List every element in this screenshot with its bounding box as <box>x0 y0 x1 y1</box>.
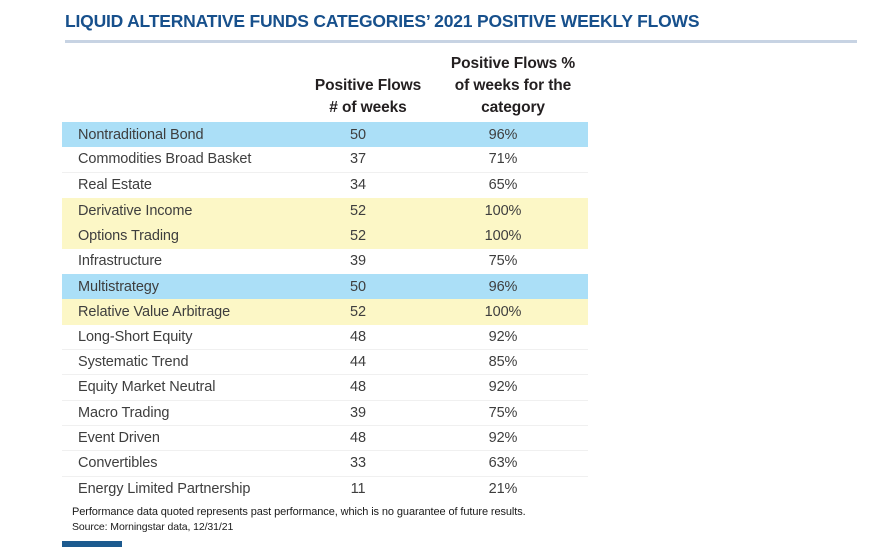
weeks-cell: 11 <box>350 481 366 498</box>
category-cell: Macro Trading <box>78 404 170 421</box>
category-cell: Nontraditional Bond <box>78 126 204 143</box>
page-accent-fragment <box>62 541 122 547</box>
category-cell: Energy Limited Partnership <box>78 481 251 498</box>
table-row: Relative Value Arbitrage 52 100% <box>62 299 588 325</box>
pct-cell: 63% <box>488 455 518 472</box>
category-cell: Real Estate <box>78 177 152 194</box>
table-row: Nontraditional Bond 50 96% <box>62 122 588 148</box>
category-cell: Event Driven <box>78 430 160 447</box>
weeks-column-header: Positive Flows # of weeks <box>314 77 422 116</box>
weeks-cell: 52 <box>350 303 366 320</box>
pct-cell: 71% <box>488 151 518 168</box>
table-row: Event Driven 48 92% <box>62 425 588 452</box>
table-row: Infrastructure 39 75% <box>62 248 588 274</box>
category-cell: Relative Value Arbitrage <box>78 303 231 320</box>
pct-cell: 21% <box>488 481 518 498</box>
table-row: Long-Short Equity 48 92% <box>62 324 588 350</box>
pct-cell: 96% <box>488 126 518 143</box>
weeks-cell: 33 <box>350 455 366 472</box>
pct-cell: 100% <box>484 303 522 320</box>
category-cell: Commodities Broad Basket <box>78 151 252 168</box>
table-row: Equity Market Neutral 48 92% <box>62 375 588 401</box>
table-row: Derivative Income 52 100% <box>62 197 588 224</box>
weeks-cell: 48 <box>350 430 366 447</box>
pct-cell: 75% <box>488 404 518 421</box>
weeks-cell: 50 <box>350 278 366 295</box>
pct-cell: 92% <box>488 379 518 396</box>
category-cell: Derivative Income <box>78 202 193 219</box>
weeks-cell: 39 <box>350 404 366 421</box>
pct-column-header: Positive Flows % of weeks for the catego… <box>450 55 576 116</box>
pct-cell: 96% <box>488 278 518 295</box>
category-cell: Equity Market Neutral <box>78 379 216 396</box>
table-row: Multistrategy 50 96% <box>62 273 588 300</box>
title-underline <box>65 40 857 43</box>
category-cell: Systematic Trend <box>78 354 189 371</box>
weeks-cell: 50 <box>350 126 366 143</box>
performance-disclosure: Performance data quoted represents past … <box>72 506 526 518</box>
pct-cell: 65% <box>488 177 518 194</box>
weeks-cell: 48 <box>350 328 366 345</box>
category-cell: Multistrategy <box>78 278 159 295</box>
weeks-cell: 52 <box>350 202 366 219</box>
category-cell: Convertibles <box>78 455 158 472</box>
table-row: Macro Trading 39 75% <box>62 400 588 426</box>
table-body: Nontraditional Bond 50 96% Commodities B… <box>62 122 588 502</box>
pct-cell: 92% <box>488 328 518 345</box>
weeks-cell: 34 <box>350 177 366 194</box>
pct-cell: 100% <box>484 227 522 244</box>
figure-title: LIQUID ALTERNATIVE FUNDS CATEGORIES’ 202… <box>65 11 700 31</box>
category-cell: Long-Short Equity <box>78 328 193 345</box>
pct-cell: 85% <box>488 354 518 371</box>
pct-cell: 92% <box>488 430 518 447</box>
pct-cell: 75% <box>488 253 518 270</box>
footnotes: Performance data quoted represents past … <box>72 505 772 535</box>
category-cell: Infrastructure <box>78 253 163 270</box>
column-headers: Positive Flows # of weeks Positive Flows… <box>62 46 588 122</box>
table-row: Real Estate 34 65% <box>62 172 588 198</box>
weeks-cell: 52 <box>350 227 366 244</box>
table-row: Commodities Broad Basket 37 71% <box>62 147 588 173</box>
weeks-cell: 44 <box>350 354 366 371</box>
weeks-cell: 48 <box>350 379 366 396</box>
table-row: Options Trading 52 100% <box>62 223 588 249</box>
table-row: Systematic Trend 44 85% <box>62 349 588 376</box>
category-cell: Options Trading <box>78 227 179 244</box>
pct-cell: 100% <box>484 202 522 219</box>
table-row: Convertibles 33 63% <box>62 451 588 477</box>
source-note: Source: Morningstar data, 12/31/21 <box>72 521 234 533</box>
table-row: Energy Limited Partnership 11 21% <box>62 476 588 502</box>
weeks-cell: 39 <box>350 253 366 270</box>
weeks-cell: 37 <box>350 151 366 168</box>
